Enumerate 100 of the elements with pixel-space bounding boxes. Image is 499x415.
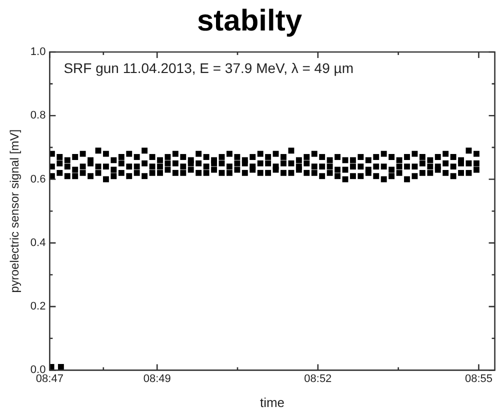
point [126,173,132,180]
point [396,170,402,176]
point [404,154,410,160]
point [134,164,140,170]
point [126,150,132,157]
point [365,166,372,173]
point [427,170,434,176]
point [118,154,124,160]
point [342,157,348,164]
point [419,160,426,166]
point [56,154,63,160]
point [203,170,210,176]
point [350,173,356,180]
point [474,150,480,157]
point [118,170,124,176]
point [380,176,387,182]
point [149,154,156,160]
point [72,154,78,160]
point [319,154,326,160]
point [458,170,464,176]
point [311,150,318,157]
point [311,170,318,176]
point [396,157,402,164]
point [226,150,232,157]
point [296,157,302,164]
point [350,164,356,170]
point [380,164,387,170]
point [72,166,78,173]
point [342,176,348,182]
point [434,164,441,170]
point [64,157,70,164]
point [234,154,240,160]
point [157,157,163,164]
point [142,173,148,180]
point [450,154,456,160]
point [396,164,402,170]
point [334,154,341,160]
point [288,148,294,154]
point [164,154,171,160]
point [95,164,102,170]
point [196,150,202,157]
point [311,164,318,170]
point [56,160,63,166]
point [412,164,418,170]
point [250,154,256,160]
point [404,164,410,170]
point [180,154,186,160]
point [172,160,178,166]
point [280,170,286,176]
point [118,160,124,166]
point [58,364,64,370]
point [419,170,426,176]
point [80,170,86,176]
point [412,150,418,157]
point [458,157,464,164]
point [265,154,272,160]
point [234,160,240,166]
point [373,154,380,160]
point [164,160,171,166]
point [134,170,140,176]
point [466,170,472,176]
point [404,176,410,182]
point [103,176,109,182]
point [358,173,364,180]
x-tick-label: 08:52 [304,372,332,385]
point [474,166,480,173]
point [280,154,286,160]
point [358,154,364,160]
point [242,157,248,164]
point [80,150,86,157]
point [265,170,272,176]
point [64,164,70,170]
point [304,160,310,166]
point [326,157,333,164]
point [126,164,132,170]
point [365,157,372,164]
point [196,170,202,176]
point [358,164,364,170]
point [226,164,232,170]
point [388,166,395,173]
point [419,154,426,160]
point [234,166,240,173]
point [218,154,225,160]
point [350,157,356,164]
point [56,170,63,176]
point [434,154,441,160]
point [142,148,148,154]
point [373,173,380,180]
point [88,157,94,164]
point [149,164,156,170]
point [319,164,326,170]
point [203,154,210,160]
point [280,160,286,166]
point [157,170,163,176]
point [211,166,218,173]
point [257,150,264,157]
point [257,160,264,166]
point [110,157,117,164]
point [88,173,94,180]
point [319,173,326,180]
